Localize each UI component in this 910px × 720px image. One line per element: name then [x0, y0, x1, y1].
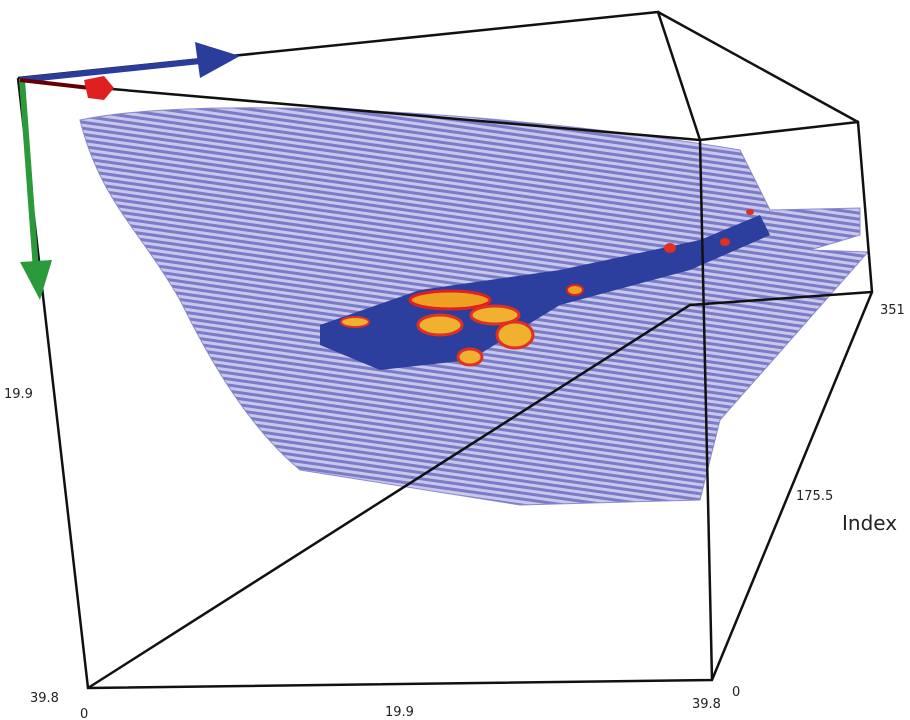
horizontal-tick: 0: [80, 707, 88, 720]
depth-tick: 0: [732, 685, 740, 700]
vertical-tick: 39.8: [30, 691, 59, 706]
depth-axis-label: Index: [842, 511, 897, 535]
depth-tick: 351: [880, 303, 905, 318]
horizontal-tick: 39.8: [692, 697, 721, 712]
vertical-tick: 19.9: [4, 387, 33, 402]
horizontal-tick: 19.9: [385, 705, 414, 720]
visualization: 19.9 39.8 0 19.9 39.8 0 175.5 351 Index: [0, 0, 910, 720]
depth-tick: 175.5: [796, 489, 833, 504]
